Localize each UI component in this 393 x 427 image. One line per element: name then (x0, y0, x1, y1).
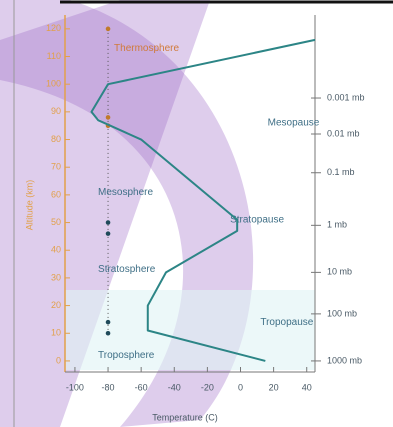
y-tick-label: 40 (51, 245, 61, 255)
y-tick-label: 10 (51, 328, 61, 338)
y-tick-label: 120 (46, 23, 61, 33)
y-tick-label: 0 (56, 355, 61, 365)
y2-tick-label: 1 mb (327, 220, 347, 230)
x-tick-label: -40 (168, 382, 181, 392)
y-tick-label: 110 (47, 51, 61, 61)
y-tick-label: 70 (51, 162, 61, 172)
guide-point (105, 319, 111, 325)
y-tick-label: 80 (51, 134, 61, 144)
y-tick-label: 30 (51, 272, 61, 282)
y-axis-title: Altitude (km) (24, 180, 34, 231)
y-tick-label: 20 (51, 300, 61, 310)
layer-label: Troposphere (98, 350, 155, 361)
x-tick-label: -20 (201, 382, 214, 392)
watermark (0, 0, 210, 427)
band (65, 290, 315, 370)
y2-tick-label: 0.01 mb (327, 128, 360, 138)
y2-tick-label: 10 mb (327, 267, 352, 277)
y2-tick-label: 100 mb (327, 308, 357, 318)
x-tick-label: 0 (238, 382, 243, 392)
x-tick-label: -80 (102, 382, 115, 392)
y-tick-label: 50 (51, 217, 61, 227)
layer-label: Mesosphere (98, 187, 153, 198)
x-tick-label: 20 (269, 382, 279, 392)
boundary-label: Mesopause (268, 118, 320, 129)
y2-tick-label: 0.1 mb (327, 167, 355, 177)
x-axis-title: Temperature (C) (152, 412, 218, 422)
y2-tick-label: 0.001 mb (327, 92, 365, 102)
layer-label: Thermosphere (114, 43, 179, 54)
guide-point (105, 231, 111, 236)
x-tick-label: 40 (302, 382, 312, 392)
guide-point (105, 330, 111, 336)
y-tick-label: 90 (51, 106, 61, 116)
x-tick-label: -60 (135, 382, 148, 392)
y2-tick-label: 1000 mb (327, 355, 362, 365)
y-tick-label: 60 (51, 189, 61, 199)
layer-label: Stratosphere (98, 264, 156, 275)
guide-point (105, 220, 111, 225)
y-tick-label: 100 (46, 79, 61, 89)
temperature-line (90, 38, 316, 362)
x-tick-label: -100 (66, 382, 84, 392)
guide-point (105, 26, 111, 32)
boundary-label: Tropopause (260, 317, 313, 328)
guide-point (105, 115, 111, 120)
boundary-label: Stratopause (230, 214, 284, 225)
